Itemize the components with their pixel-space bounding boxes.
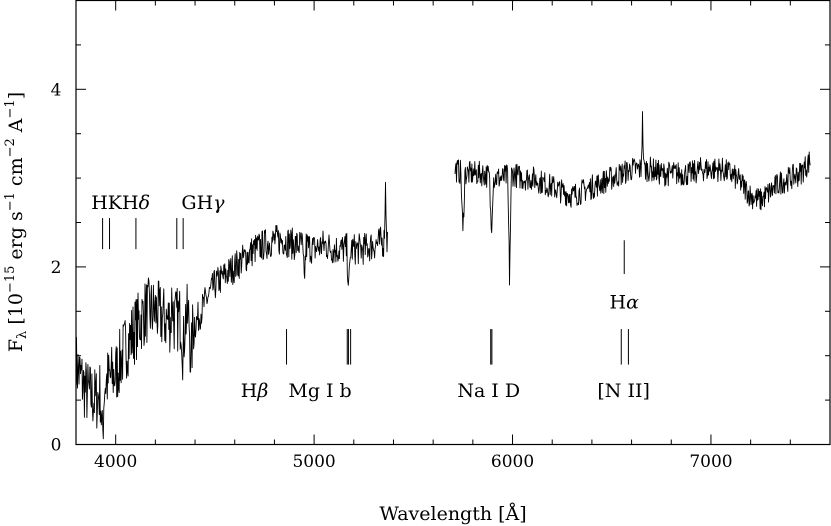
y-axis-title: Fλ [10−15 erg s−1 cm−2 A−1] (3, 92, 30, 352)
x-tick-label: 4000 (94, 452, 137, 472)
line-label-ghg: GHγ (181, 192, 225, 214)
y-axis-title-e1: −15 (3, 266, 18, 293)
y-axis-title-e3: −2 (3, 138, 18, 157)
line-label-hk: HKHδ (91, 192, 150, 214)
y-tick-label: 0 (51, 436, 62, 456)
plot-frame (75, 0, 831, 446)
line-label-nii: [N II] (597, 380, 650, 402)
axis-ticks: 4000 5000 6000 7000 0 2 4 (51, 0, 831, 472)
y-tick-label: 4 (51, 80, 62, 100)
y-tick-label: 2 (51, 258, 62, 278)
line-label-halpha: Hα (610, 291, 640, 313)
y-axis-title-t5: ] (5, 92, 27, 99)
x-axis-title: Wavelength [Å] (379, 503, 526, 525)
y-axis-title-prefix: F (5, 339, 27, 352)
x-tick-label: 5000 (292, 452, 335, 472)
line-label-nad: Na I D (457, 380, 520, 402)
x-tick-label: 7000 (689, 452, 732, 472)
line-label-hbeta: Hβ (241, 380, 269, 402)
line-labels: HKHδ GHγ Hβ Mg I b Na I D Hα [N II] (91, 192, 650, 402)
spectrum-lines (75, 111, 811, 440)
y-axis-title-e2: −1 (3, 192, 18, 211)
y-axis-title-t3: cm (5, 157, 27, 192)
y-axis-title-t4: A (5, 118, 27, 138)
line-label-mgb: Mg I b (288, 380, 351, 402)
spectrum-series-blue (75, 181, 388, 440)
spectrum-series-red (454, 111, 811, 286)
y-axis-title-t1: [10 (5, 293, 27, 331)
line-markers (102, 218, 629, 365)
x-tick-label: 6000 (491, 452, 534, 472)
y-axis-title-sub: λ (15, 331, 30, 339)
y-axis-title-t2: erg s (5, 211, 27, 265)
y-axis-title-e4: −1 (3, 99, 18, 118)
